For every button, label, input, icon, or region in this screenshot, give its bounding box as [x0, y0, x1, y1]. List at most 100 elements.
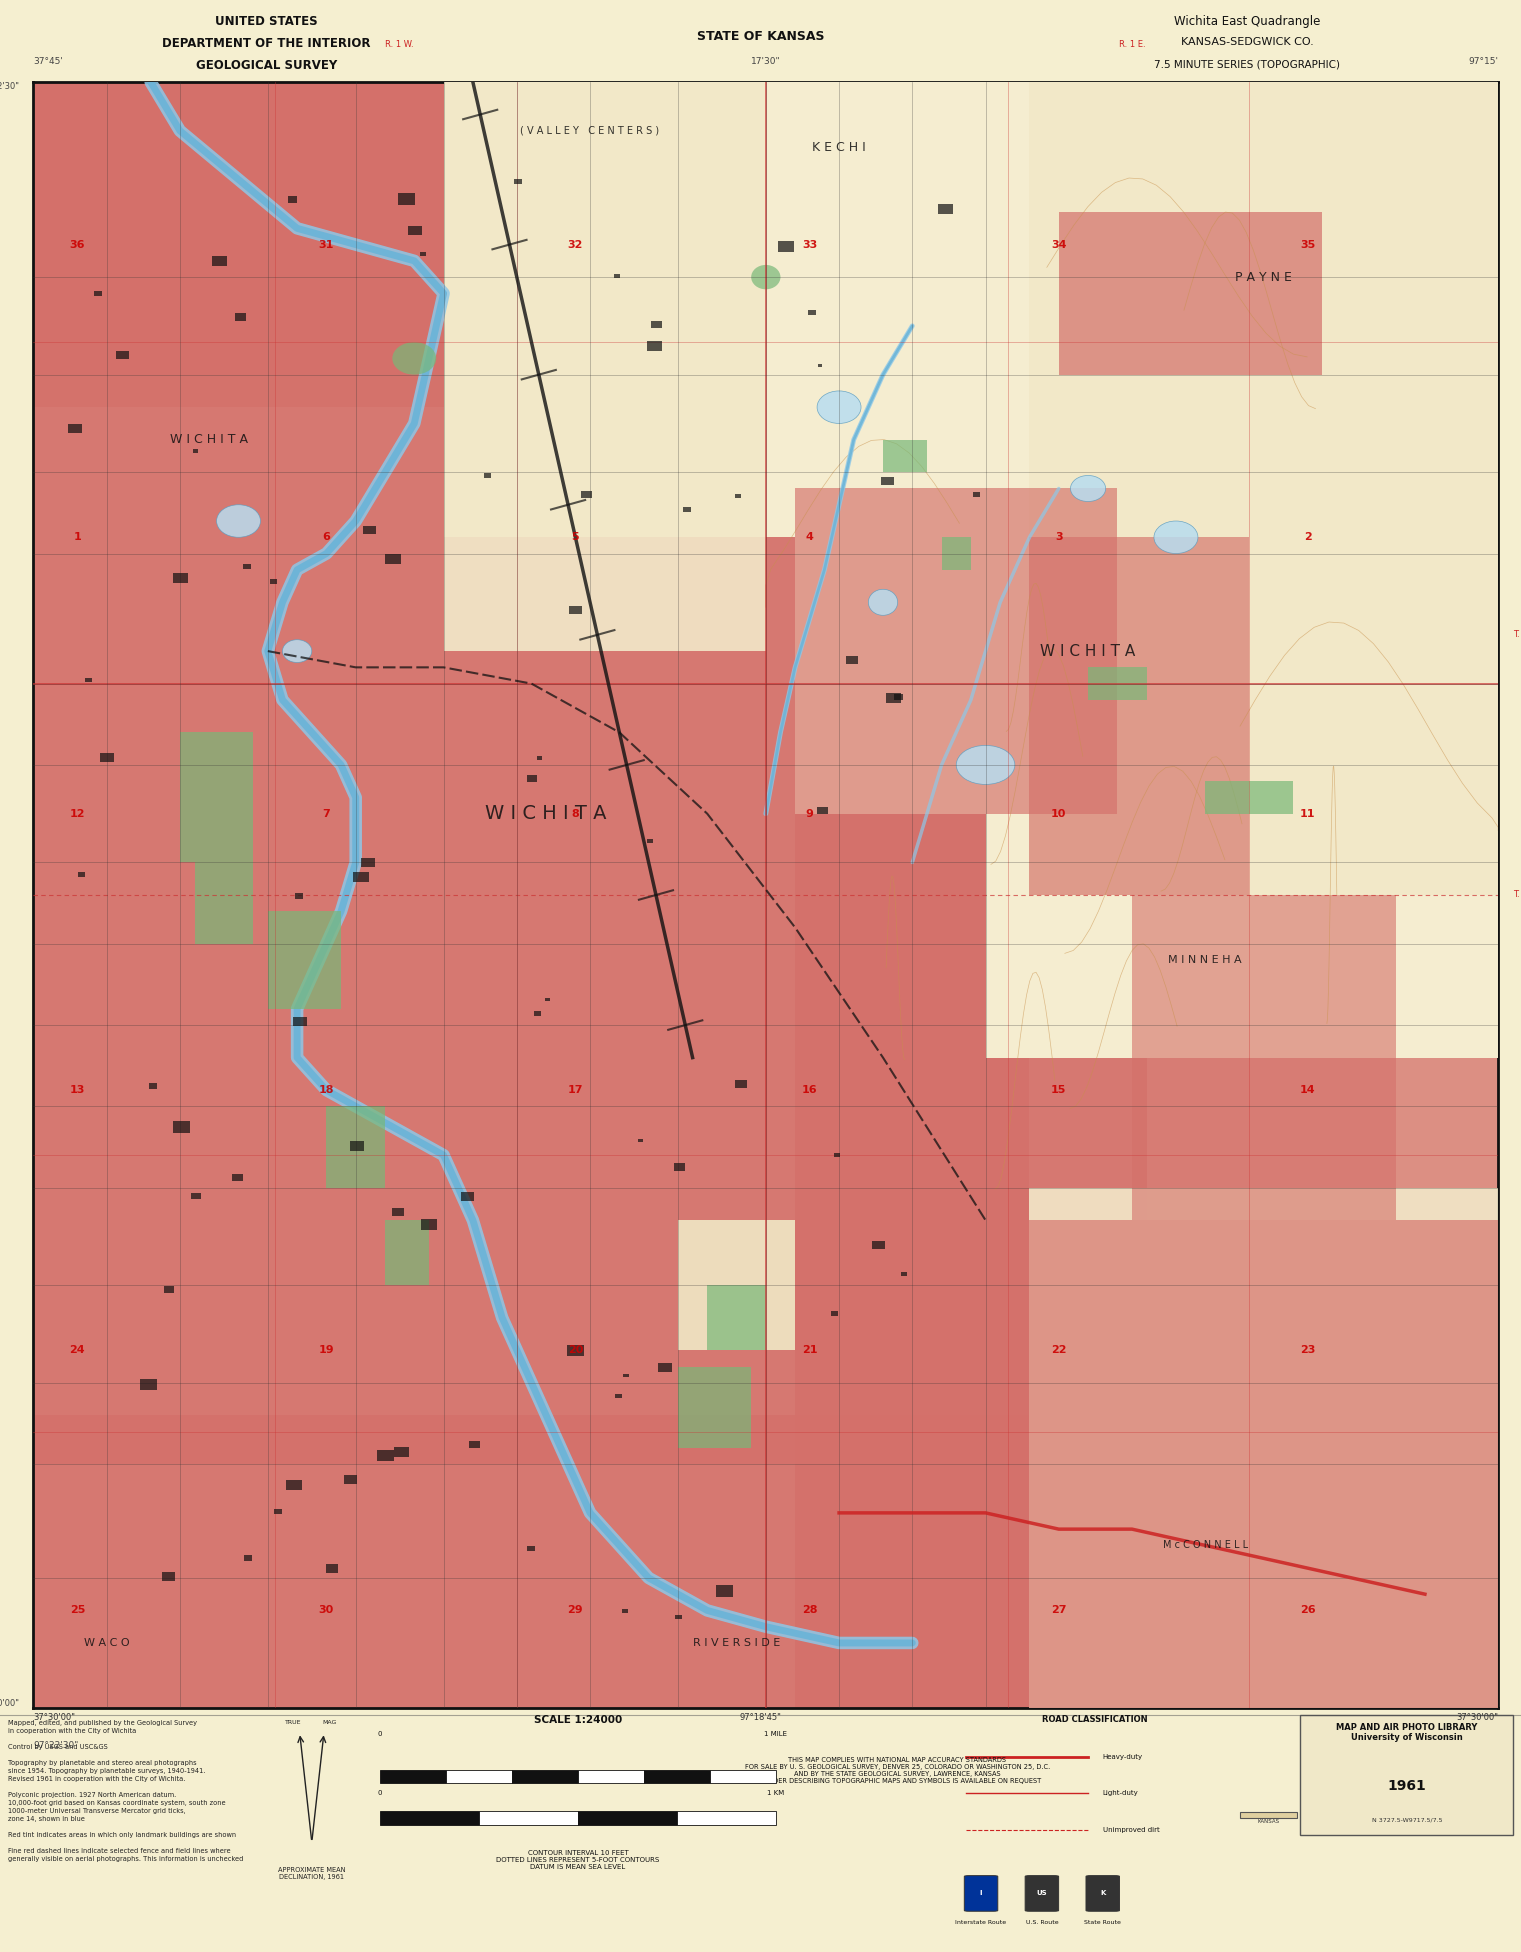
- Text: K: K: [1100, 1890, 1106, 1897]
- Text: KANSAS-SEDGWICK CO.: KANSAS-SEDGWICK CO.: [1180, 37, 1314, 47]
- Bar: [873, 1241, 885, 1249]
- Text: 37°42'30": 37°42'30": [0, 82, 18, 92]
- Text: M c C O N N E L L: M c C O N N E L L: [1162, 1540, 1247, 1550]
- Bar: [1240, 1811, 1297, 1817]
- Bar: [269, 580, 277, 584]
- Text: K E C H I: K E C H I: [812, 141, 865, 154]
- Bar: [394, 1446, 409, 1456]
- Bar: [567, 1345, 584, 1357]
- Bar: [164, 1286, 175, 1292]
- Bar: [534, 1011, 541, 1015]
- Bar: [735, 1079, 747, 1089]
- Text: 12: 12: [70, 808, 85, 818]
- Ellipse shape: [1154, 521, 1199, 554]
- Ellipse shape: [216, 506, 260, 537]
- Text: MAP AND AIR PHOTO LIBRARY
University of Wisconsin: MAP AND AIR PHOTO LIBRARY University of …: [1337, 1724, 1477, 1741]
- Bar: [444, 82, 678, 537]
- Bar: [68, 424, 82, 433]
- Bar: [973, 492, 981, 496]
- Bar: [941, 537, 970, 570]
- Text: 1961: 1961: [1387, 1778, 1427, 1794]
- Bar: [380, 1770, 446, 1782]
- Text: T. 27 S.: T. 27 S.: [1513, 890, 1521, 900]
- Text: 13: 13: [70, 1085, 85, 1095]
- Bar: [295, 894, 304, 900]
- Bar: [327, 1107, 385, 1187]
- Text: 25: 25: [70, 1605, 85, 1616]
- Bar: [938, 203, 954, 213]
- Text: 97°18'45": 97°18'45": [739, 1714, 782, 1722]
- Text: 26: 26: [1300, 1605, 1316, 1616]
- Text: 34: 34: [1051, 240, 1066, 250]
- Text: 24: 24: [70, 1345, 85, 1355]
- Bar: [678, 1220, 795, 1351]
- Text: 4: 4: [806, 533, 814, 543]
- Bar: [173, 1120, 190, 1132]
- Bar: [192, 1193, 201, 1199]
- Bar: [736, 494, 741, 498]
- Bar: [578, 1811, 677, 1825]
- Text: 19: 19: [318, 1345, 335, 1355]
- Text: STATE OF KANSAS: STATE OF KANSAS: [697, 31, 824, 43]
- Text: 15: 15: [1051, 1085, 1066, 1095]
- Ellipse shape: [957, 746, 1015, 785]
- Bar: [894, 695, 902, 701]
- Bar: [795, 82, 1498, 814]
- Bar: [651, 322, 662, 328]
- Bar: [830, 1312, 838, 1316]
- Text: ROAD CLASSIFICATION: ROAD CLASSIFICATION: [1042, 1716, 1148, 1724]
- Text: 0: 0: [379, 1790, 382, 1796]
- Text: 7: 7: [322, 808, 330, 818]
- Bar: [116, 351, 129, 359]
- Text: 97°15': 97°15': [1468, 57, 1498, 66]
- Bar: [675, 1614, 681, 1620]
- Text: 10: 10: [1051, 808, 1066, 818]
- Text: T. 26 S.: T. 26 S.: [1513, 630, 1521, 640]
- Text: 31: 31: [319, 240, 335, 250]
- Text: N 3727.5-W9717.5/7.5: N 3727.5-W9717.5/7.5: [1372, 1817, 1442, 1823]
- Bar: [818, 365, 821, 367]
- Bar: [913, 863, 1147, 1708]
- Text: R I V E R S I D E: R I V E R S I D E: [694, 1638, 780, 1647]
- Text: 37°45': 37°45': [33, 57, 64, 66]
- Text: 0: 0: [379, 1731, 382, 1737]
- Bar: [33, 1415, 1030, 1708]
- Text: GEOLOGICAL SURVEY: GEOLOGICAL SURVEY: [196, 59, 336, 72]
- Bar: [1030, 326, 1498, 814]
- Text: 1 KM: 1 KM: [767, 1790, 785, 1796]
- Text: TRUE: TRUE: [286, 1720, 301, 1726]
- Bar: [545, 997, 551, 1001]
- Ellipse shape: [868, 590, 897, 615]
- Bar: [421, 1220, 437, 1230]
- Bar: [581, 492, 592, 498]
- Bar: [100, 753, 114, 761]
- Text: 30: 30: [319, 1605, 335, 1616]
- Bar: [674, 1163, 686, 1171]
- Text: 20: 20: [567, 1345, 583, 1355]
- Bar: [643, 1770, 710, 1782]
- Bar: [1088, 668, 1147, 701]
- Bar: [446, 1770, 513, 1782]
- Text: 7.5 MINUTE SERIES (TOPOGRAPHIC): 7.5 MINUTE SERIES (TOPOGRAPHIC): [1154, 59, 1340, 68]
- Text: 35: 35: [1300, 240, 1316, 250]
- Text: M I N N E H A: M I N N E H A: [1168, 955, 1243, 964]
- Text: Interstate Route: Interstate Route: [955, 1921, 1007, 1925]
- Bar: [1300, 1716, 1513, 1835]
- Bar: [268, 82, 1030, 1464]
- Bar: [817, 806, 829, 814]
- Bar: [163, 1571, 175, 1581]
- Bar: [444, 82, 767, 652]
- Text: W A C O: W A C O: [84, 1638, 129, 1647]
- Text: R. 1 E.: R. 1 E.: [1118, 41, 1145, 49]
- Bar: [578, 1770, 643, 1782]
- Bar: [399, 193, 415, 205]
- Bar: [243, 1554, 252, 1560]
- Ellipse shape: [751, 265, 780, 289]
- Text: ( V A L L E Y   C E N T E R S ): ( V A L L E Y C E N T E R S ): [520, 125, 660, 137]
- Bar: [834, 1154, 841, 1158]
- Bar: [526, 775, 537, 783]
- Text: 3: 3: [1056, 533, 1063, 543]
- Bar: [1147, 652, 1498, 894]
- Bar: [569, 605, 583, 615]
- Bar: [537, 757, 543, 759]
